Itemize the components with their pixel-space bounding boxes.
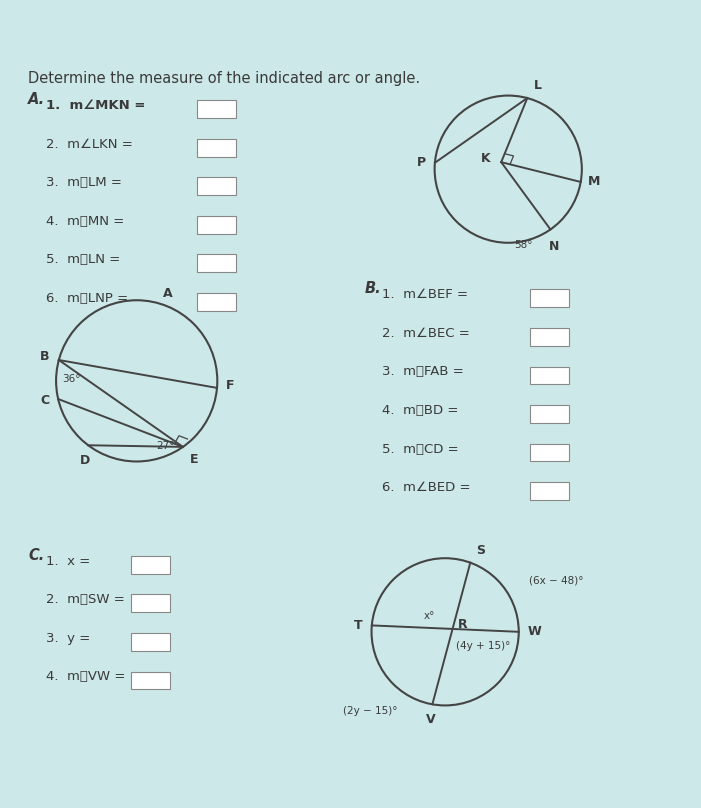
Text: 5.  m⌢CD =: 5. m⌢CD = [382, 443, 458, 456]
Text: 1.  x =: 1. x = [46, 555, 90, 568]
Text: Determine the measure of the indicated arc or angle.: Determine the measure of the indicated a… [28, 71, 420, 86]
Text: 58°: 58° [515, 240, 533, 250]
Text: 3.  y =: 3. y = [46, 632, 90, 645]
Text: V: V [426, 713, 435, 726]
Text: 27°: 27° [156, 441, 175, 452]
Text: 6.  m∠BED =: 6. m∠BED = [382, 481, 470, 494]
Text: T: T [354, 619, 362, 632]
Text: W: W [527, 625, 541, 638]
Text: S: S [476, 544, 485, 557]
Text: 2.  m∠LKN =: 2. m∠LKN = [46, 137, 132, 150]
Text: A.: A. [28, 92, 45, 107]
Text: 6.  m⌢LNP =: 6. m⌢LNP = [46, 292, 128, 305]
Text: 1.  m∠MKN =: 1. m∠MKN = [46, 99, 145, 112]
Text: 2.  m⌢SW =: 2. m⌢SW = [46, 593, 124, 606]
Text: 4.  m⌢BD =: 4. m⌢BD = [382, 404, 458, 417]
Text: (4y + 15)°: (4y + 15)° [456, 641, 510, 651]
Text: M: M [587, 175, 600, 188]
Text: 5.  m⌢LN =: 5. m⌢LN = [46, 253, 120, 267]
Text: 36°: 36° [62, 374, 81, 384]
Text: 3.  m⌢LM =: 3. m⌢LM = [46, 176, 121, 189]
Text: A: A [163, 287, 172, 300]
Text: 1.  m∠BEF =: 1. m∠BEF = [382, 288, 468, 301]
Text: (2y − 15)°: (2y − 15)° [343, 706, 397, 717]
Text: 3.  m⌢FAB =: 3. m⌢FAB = [382, 365, 464, 378]
Text: C.: C. [28, 548, 44, 562]
Text: (6x − 48)°: (6x − 48)° [529, 575, 583, 585]
Text: B: B [40, 350, 50, 363]
Text: F: F [226, 379, 234, 393]
Text: 4.  m⌢VW =: 4. m⌢VW = [46, 671, 125, 684]
Text: K: K [481, 152, 491, 165]
Text: R: R [458, 618, 468, 631]
Text: B.: B. [365, 281, 381, 297]
Text: P: P [417, 156, 426, 169]
Text: x°: x° [423, 612, 435, 621]
Text: 4.  m⌢MN =: 4. m⌢MN = [46, 215, 124, 228]
Text: D: D [79, 454, 90, 467]
Text: 2.  m∠BEC =: 2. m∠BEC = [382, 327, 470, 340]
Text: N: N [549, 240, 559, 253]
Text: E: E [190, 452, 198, 465]
Text: L: L [534, 79, 543, 92]
Text: C: C [40, 394, 49, 407]
